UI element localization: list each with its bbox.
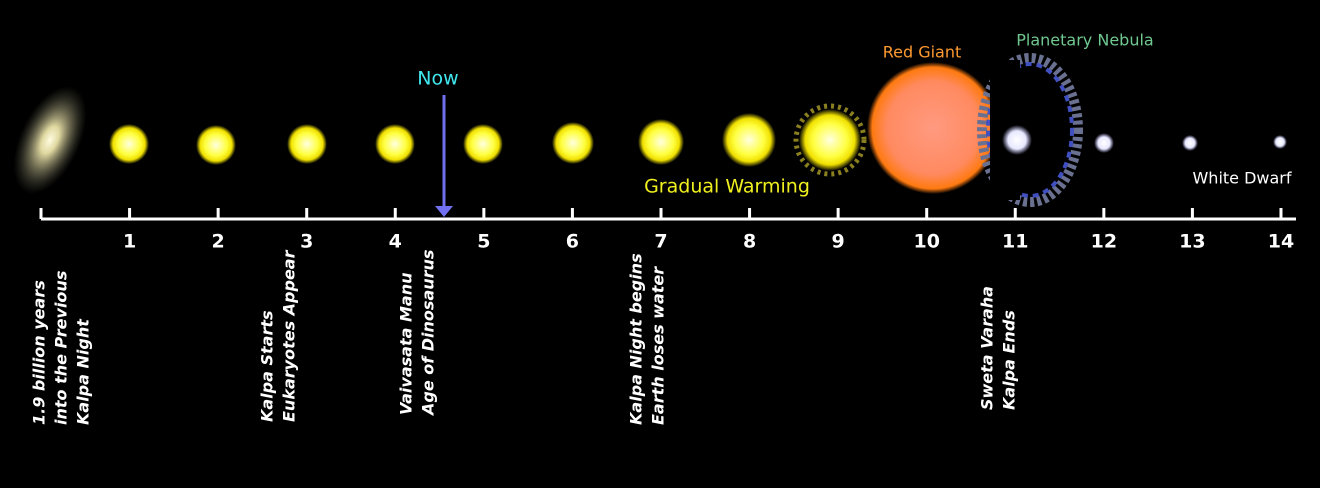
event-label: Age of Dinosaurus <box>419 250 438 417</box>
sun <box>287 124 327 164</box>
sun <box>638 119 684 165</box>
planetary-nebula-ring <box>986 62 1074 198</box>
sun <box>799 109 861 171</box>
white-dwarf <box>1002 125 1032 155</box>
tick-label: 9 <box>832 231 845 253</box>
white-dwarf <box>1094 133 1114 153</box>
event-label: Earth loses water <box>649 266 668 425</box>
event-label: 1.9 billion years <box>30 280 49 425</box>
tick-label: 7 <box>654 231 667 253</box>
tick-label: 3 <box>300 231 313 253</box>
tick-label: 8 <box>743 231 756 253</box>
tick-label: 2 <box>212 231 225 253</box>
now-arrow-head <box>435 206 453 217</box>
event-label: Eukaryotes Appear <box>280 249 299 422</box>
white-dwarf <box>1182 135 1198 151</box>
sun <box>109 124 149 164</box>
event-label: Sweta Varaha <box>978 286 997 410</box>
tick-label: 1 <box>123 231 136 253</box>
red-giant <box>867 62 999 194</box>
sun <box>552 122 594 164</box>
planetary-nebula-ring <box>977 53 1083 207</box>
tick-label: 4 <box>389 231 402 253</box>
sun <box>463 124 503 164</box>
planetary-nebula-label: Planetary Nebula <box>1016 31 1153 50</box>
sun <box>196 125 236 165</box>
event-label: Kalpa Night <box>74 318 93 425</box>
event-label: Kalpa Starts <box>258 310 277 422</box>
event-label: Kalpa Ends <box>1000 310 1019 410</box>
tick-label: 13 <box>1179 231 1205 253</box>
event-label: Kalpa Night begins <box>627 253 646 425</box>
nebula-origin <box>13 85 87 195</box>
tick-label: 14 <box>1268 231 1294 253</box>
event-label: Vaivasata Manu <box>397 273 416 415</box>
event-label: into the Previous <box>52 271 71 425</box>
sun <box>375 124 415 164</box>
tick-label: 12 <box>1091 231 1117 253</box>
red-giant-label: Red Giant <box>883 43 962 62</box>
now-label: Now <box>417 68 458 90</box>
white-dwarf <box>1273 135 1287 149</box>
gradual-warming-label: Gradual Warming <box>644 176 810 198</box>
tick-label: 10 <box>913 231 939 253</box>
stars <box>13 53 1287 207</box>
white-dwarf-label: White Dwarf <box>1192 169 1291 188</box>
tick-label: 11 <box>1002 231 1028 253</box>
tick-label: 6 <box>566 231 579 253</box>
sun <box>722 113 776 167</box>
tick-label: 5 <box>477 231 490 253</box>
sun-corona <box>793 103 867 177</box>
